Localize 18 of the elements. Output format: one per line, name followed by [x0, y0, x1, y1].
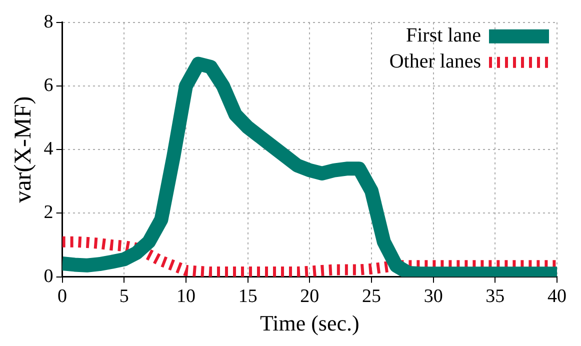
y-tick-label: 6 [44, 74, 54, 96]
y-tick-label: 2 [44, 202, 54, 224]
x-tick-label: 25 [362, 286, 381, 308]
x-tick-label: 35 [486, 286, 505, 308]
y-tick-label: 4 [44, 138, 54, 160]
x-tick-label: 0 [58, 286, 68, 308]
x-tick-label: 40 [548, 286, 566, 308]
legend-label: First lane [406, 24, 482, 47]
x-tick-label: 30 [424, 286, 443, 308]
x-axis-title: Time (sec.) [260, 310, 360, 336]
x-tick-label: 20 [300, 286, 320, 308]
x-tick-label: 10 [176, 286, 196, 308]
x-tick-label: 15 [238, 286, 258, 308]
y-tick-label: 0 [44, 266, 54, 287]
y-tick-label: 8 [44, 11, 54, 32]
legend-label: Other lanes [389, 50, 482, 73]
y-axis-title: var(X-MF) [10, 96, 37, 203]
x-tick-label: 5 [119, 286, 129, 308]
